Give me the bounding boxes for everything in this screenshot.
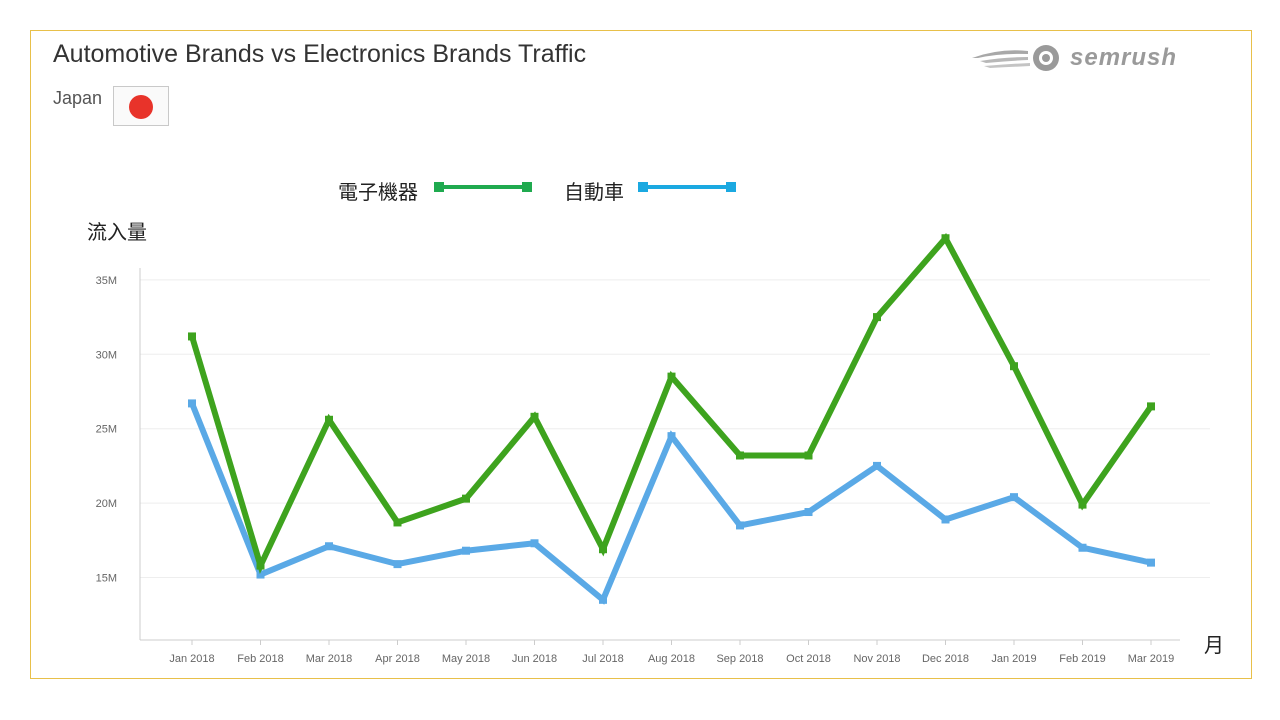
data-point xyxy=(667,372,676,381)
x-tick-label: Jan 2019 xyxy=(991,653,1036,665)
data-point xyxy=(941,234,950,243)
data-point xyxy=(530,412,539,421)
page-title: Automotive Brands vs Electronics Brands … xyxy=(53,40,587,68)
data-point xyxy=(256,561,265,570)
data-point xyxy=(1078,543,1087,552)
data-point xyxy=(804,451,813,460)
data-point xyxy=(325,542,333,551)
data-point xyxy=(1147,402,1155,411)
data-point xyxy=(462,494,470,503)
x-tick-label: Nov 2018 xyxy=(853,653,900,665)
logo-text: semrush xyxy=(1070,44,1178,71)
x-tick-label: Oct 2018 xyxy=(786,653,831,665)
legend-label-automotive: 自動車 xyxy=(564,180,624,204)
japan-flag-icon xyxy=(113,86,169,126)
semrush-logo: semrush xyxy=(970,42,1215,74)
x-tick-label: Mar 2018 xyxy=(306,653,352,665)
y-tick-label: 25M xyxy=(96,424,117,436)
x-tick-label: Sep 2018 xyxy=(716,653,763,665)
data-point xyxy=(1010,362,1018,371)
data-point xyxy=(462,546,470,555)
y-tick-label: 15M xyxy=(96,573,117,585)
data-point xyxy=(530,539,539,548)
data-point xyxy=(736,451,744,460)
country-label: Japan xyxy=(53,88,103,108)
legend-swatch-electronics xyxy=(434,182,532,192)
x-tick-label: Jan 2018 xyxy=(169,653,214,665)
data-point xyxy=(1010,493,1018,502)
x-tick-label: Aug 2018 xyxy=(648,653,695,665)
legend-swatch-automotive xyxy=(638,182,736,192)
legend-label-electronics: 電子機器 xyxy=(338,180,418,204)
data-point xyxy=(393,560,402,569)
x-tick-label: Dec 2018 xyxy=(922,653,969,665)
flag-red-disc xyxy=(129,95,153,119)
data-point xyxy=(667,432,676,441)
x-tick-label: Feb 2019 xyxy=(1059,653,1105,665)
x-tick-label: Apr 2018 xyxy=(375,653,420,665)
series-line-electronics xyxy=(189,232,1154,574)
data-point xyxy=(256,570,265,579)
x-tick-label: Feb 2018 xyxy=(237,653,283,665)
data-point xyxy=(804,508,813,517)
data-point xyxy=(873,461,881,470)
data-point xyxy=(736,521,744,530)
y-tick-label: 20M xyxy=(96,498,117,510)
chart-frame xyxy=(30,30,1252,679)
data-point xyxy=(1147,558,1155,567)
data-point xyxy=(1078,500,1087,509)
data-point xyxy=(941,515,950,524)
y-axis-label: 流入量 xyxy=(87,220,147,244)
y-tick-label: 35M xyxy=(96,275,117,287)
x-tick-label: Mar 2019 xyxy=(1128,653,1174,665)
data-point xyxy=(873,313,881,322)
data-point xyxy=(599,545,607,554)
data-point xyxy=(325,415,333,424)
y-tick-label: 30M xyxy=(96,349,117,361)
data-point xyxy=(599,595,607,604)
data-point xyxy=(188,332,196,341)
data-point xyxy=(188,399,196,408)
x-axis-label: 月 xyxy=(1204,633,1224,657)
x-tick-label: May 2018 xyxy=(442,653,490,665)
x-tick-label: Jun 2018 xyxy=(512,653,557,665)
x-tick-label: Jul 2018 xyxy=(582,653,624,665)
semrush-fireball-icon xyxy=(972,45,1059,71)
data-point xyxy=(393,518,402,527)
